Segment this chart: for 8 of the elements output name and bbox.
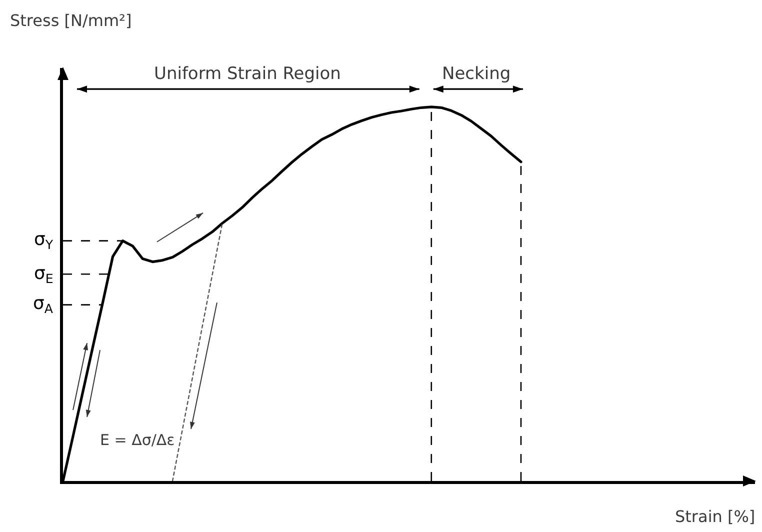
text: Necking xyxy=(442,64,511,84)
ref-line-label: σ$_{Y}$ xyxy=(34,229,54,252)
text: Uniform Strain Region xyxy=(154,64,341,84)
text: Strain [%] xyxy=(675,507,756,526)
y-axis-title: Stress [N/mm²] xyxy=(10,11,132,30)
annotation: E = Δσ/Δε xyxy=(100,431,175,449)
ref-line-label: σ$_{A}$ xyxy=(33,293,54,316)
ref-line-label: σ$_{E}$ xyxy=(34,263,54,286)
